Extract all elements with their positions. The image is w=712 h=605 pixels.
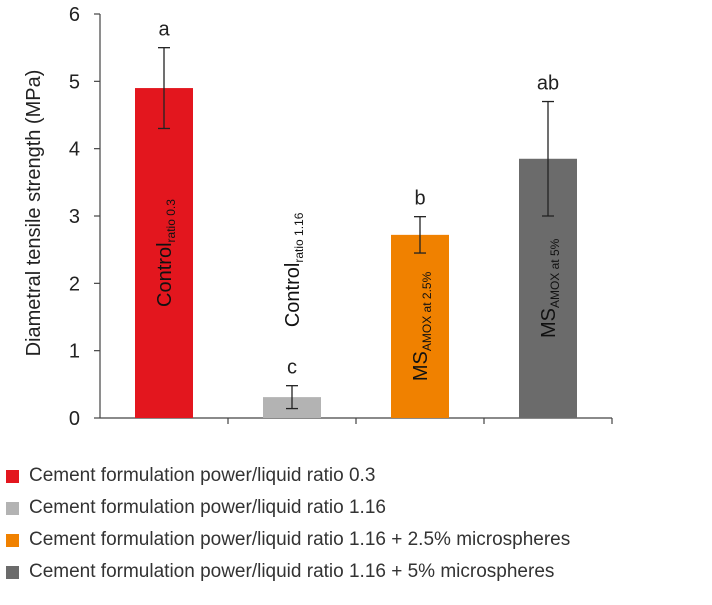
y-tick-label: 2 <box>69 273 80 295</box>
y-tick-label: 0 <box>69 408 80 430</box>
legend: Cement formulation power/liquid ratio 0.… <box>6 460 570 588</box>
y-tick-label: 1 <box>69 341 80 363</box>
legend-label: Cement formulation power/liquid ratio 0.… <box>29 465 376 486</box>
bars: a Controlratio 0.3 c Controlratio 1.16 b MSAM… <box>135 19 577 419</box>
legend-label: Cement formulation power/liquid ratio 1.… <box>29 529 571 550</box>
legend-label: Cement formulation power/liquid ratio 1.… <box>29 497 386 518</box>
legend-item: Cement formulation power/liquid ratio 0.… <box>6 460 570 492</box>
bar <box>391 234 449 418</box>
y-axis-label: Diametral tensile strength (MPa) <box>23 70 45 357</box>
y-tick-label: 5 <box>69 71 80 93</box>
bar-label: Controlratio 0.3 <box>154 199 178 307</box>
bar-label: Controlratio 1.16 <box>282 212 306 327</box>
y-tick-label: 3 <box>69 206 80 228</box>
legend-label: Cement formulation power/liquid ratio 1.… <box>29 561 555 582</box>
significance-letter: c <box>287 357 297 379</box>
bar-label: MSAMOX at 5% <box>538 238 562 338</box>
legend-item: Cement formulation power/liquid ratio 1.… <box>6 492 570 524</box>
legend-item: Cement formulation power/liquid ratio 1.… <box>6 556 570 588</box>
legend-item: Cement formulation power/liquid ratio 1.… <box>6 524 570 556</box>
legend-swatch <box>6 565 19 579</box>
bar-chart: Diametral tensile strength (MPa) 0 1 2 3 4 5 6… <box>23 4 613 430</box>
bar-label: MSAMOX at 2.5% <box>410 271 434 381</box>
legend-swatch <box>6 533 19 547</box>
significance-letter: a <box>158 19 170 41</box>
legend-swatch <box>6 469 19 483</box>
y-tick-label: 6 <box>69 4 80 26</box>
bar <box>135 88 193 419</box>
legend-swatch <box>6 501 19 515</box>
significance-letter: b <box>414 188 425 210</box>
significance-letter: ab <box>537 73 559 95</box>
y-tick-label: 4 <box>69 139 80 161</box>
